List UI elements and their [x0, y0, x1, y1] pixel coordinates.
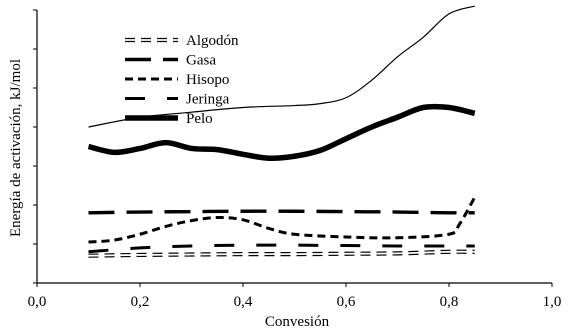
legend-label-jeringa: Jeringa: [186, 92, 230, 108]
legend: Algodón Gasa Hisopo Jeringa Pelo: [125, 33, 239, 127]
x-tick-label: 0,8: [440, 294, 459, 310]
series-line-jeringa: [88, 243, 475, 254]
x-tick-label: 0,0: [28, 294, 47, 310]
x-tick-label: 0,4: [234, 294, 253, 310]
x-tick-label: 1,0: [543, 294, 562, 310]
series-line-pelo: [87, 103, 476, 162]
x-axis-ticks: 0,0 0,2 0,4 0,6 0,8 1,0: [28, 283, 562, 310]
series-line-unlabeled: [88, 5, 475, 128]
x-axis-title: Convesión: [265, 314, 330, 328]
legend-label-algod-n: Algodón: [186, 33, 239, 49]
legend-label-gasa: Gasa: [186, 53, 216, 69]
y-axis-ticks: [33, 9, 37, 284]
series-lines: [87, 5, 477, 258]
x-tick-label: 0,6: [337, 294, 356, 310]
series-line-gasa: [88, 209, 475, 215]
x-tick-label: 0,2: [131, 294, 150, 310]
series-line-algod-n: [88, 250, 475, 257]
y-axis-title: Energía de activación, kJ/mol: [8, 59, 24, 237]
series-line-hisopo: [88, 196, 477, 244]
legend-label-hisopo: Hisopo: [186, 72, 229, 88]
legend-label-pelo: Pelo: [186, 111, 213, 127]
